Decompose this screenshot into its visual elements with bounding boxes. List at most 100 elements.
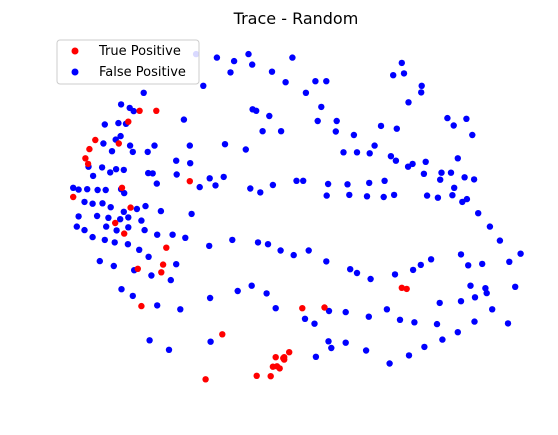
point-false-positive [177, 306, 184, 313]
point-false-positive [342, 339, 349, 346]
point-false-positive [400, 70, 408, 77]
point-false-positive [81, 226, 88, 234]
point-false-positive [141, 226, 148, 234]
point-false-positive [249, 61, 256, 68]
point-false-positive [418, 82, 425, 90]
point-false-positive [234, 287, 241, 295]
point-false-positive [107, 169, 114, 176]
point-false-positive [125, 224, 132, 231]
point-false-positive [89, 200, 96, 207]
point-false-positive [392, 157, 400, 164]
legend-marker-true-positive [71, 47, 79, 55]
point-false-positive [84, 186, 91, 193]
point-false-positive [124, 241, 132, 248]
point-false-positive [207, 338, 214, 345]
point-false-positive [463, 115, 470, 123]
point-false-positive [454, 329, 461, 336]
point-false-positive [186, 142, 193, 149]
point-false-positive [96, 257, 104, 265]
point-false-positive [289, 54, 296, 61]
point-false-positive [427, 256, 435, 263]
point-false-positive [332, 128, 339, 135]
point-false-positive [148, 272, 155, 279]
point-false-positive [344, 181, 351, 188]
point-false-positive [263, 290, 270, 297]
point-false-positive [342, 308, 349, 316]
point-false-positive [305, 247, 312, 254]
point-false-positive [409, 266, 417, 274]
point-false-positive [420, 170, 428, 177]
legend-marker-false-positive [71, 68, 79, 76]
point-false-positive [117, 101, 125, 108]
point-false-positive [471, 318, 478, 325]
point-false-positive [293, 177, 300, 184]
point-false-positive [312, 353, 320, 360]
point-false-positive [94, 186, 101, 194]
point-false-positive [377, 122, 385, 130]
point-false-positive [300, 177, 307, 184]
point-false-positive [353, 149, 361, 156]
point-false-positive [423, 192, 431, 199]
point-false-positive [463, 195, 471, 203]
point-false-positive [450, 122, 457, 129]
legend-label-false-positive: False Positive [99, 65, 186, 80]
point-false-positive [301, 315, 309, 322]
point-false-positive [483, 289, 490, 297]
point-true-positive [136, 107, 143, 115]
point-false-positive [112, 166, 120, 173]
point-true-positive [86, 145, 93, 153]
point-false-positive [75, 186, 82, 193]
point-false-positive [247, 185, 254, 192]
point-true-positive [153, 107, 160, 115]
point-false-positive [347, 266, 354, 273]
point-false-positive [417, 261, 424, 269]
point-false-positive [444, 114, 451, 122]
point-false-positive [366, 150, 373, 157]
point-false-positive [254, 239, 262, 246]
point-false-positive [479, 260, 486, 268]
point-false-positive [470, 176, 478, 183]
point-false-positive [323, 78, 330, 85]
point-false-positive [504, 320, 512, 327]
point-false-positive [259, 128, 266, 135]
point-false-positive [418, 89, 425, 96]
point-false-positive [173, 157, 180, 164]
point-false-positive [230, 57, 238, 65]
point-false-positive [173, 261, 180, 268]
point-false-positive [496, 237, 504, 244]
point-false-positive [264, 241, 272, 248]
point-false-positive [99, 200, 106, 207]
point-false-positive [404, 163, 412, 170]
point-true-positive [115, 140, 123, 147]
point-false-positive [268, 68, 276, 75]
point-false-positive [102, 186, 109, 194]
chart-title: Trace - Random [233, 9, 359, 28]
point-false-positive [272, 305, 279, 312]
point-false-positive [100, 140, 107, 147]
point-false-positive [212, 182, 219, 189]
point-false-positive [398, 59, 405, 67]
point-true-positive [84, 160, 92, 168]
point-false-positive [142, 202, 149, 210]
point-false-positive [206, 175, 213, 182]
point-false-positive [229, 236, 236, 244]
point-true-positive [163, 244, 170, 251]
point-false-positive [133, 205, 141, 213]
point-false-positive [213, 54, 221, 61]
point-false-positive [93, 212, 101, 220]
point-false-positive [482, 285, 489, 292]
point-false-positive [421, 343, 428, 351]
point-false-positive [220, 173, 227, 181]
point-false-positive [165, 346, 173, 353]
point-false-positive [449, 192, 456, 199]
point-false-positive [290, 251, 297, 259]
point-false-positive [138, 217, 145, 224]
point-false-positive [433, 320, 441, 328]
legend-label-true-positive: True Positive [98, 44, 181, 59]
point-false-positive [98, 164, 106, 171]
point-false-positive [439, 336, 446, 343]
point-false-positive [130, 107, 137, 115]
point-false-positive [486, 223, 494, 230]
point-false-positive [346, 191, 353, 199]
